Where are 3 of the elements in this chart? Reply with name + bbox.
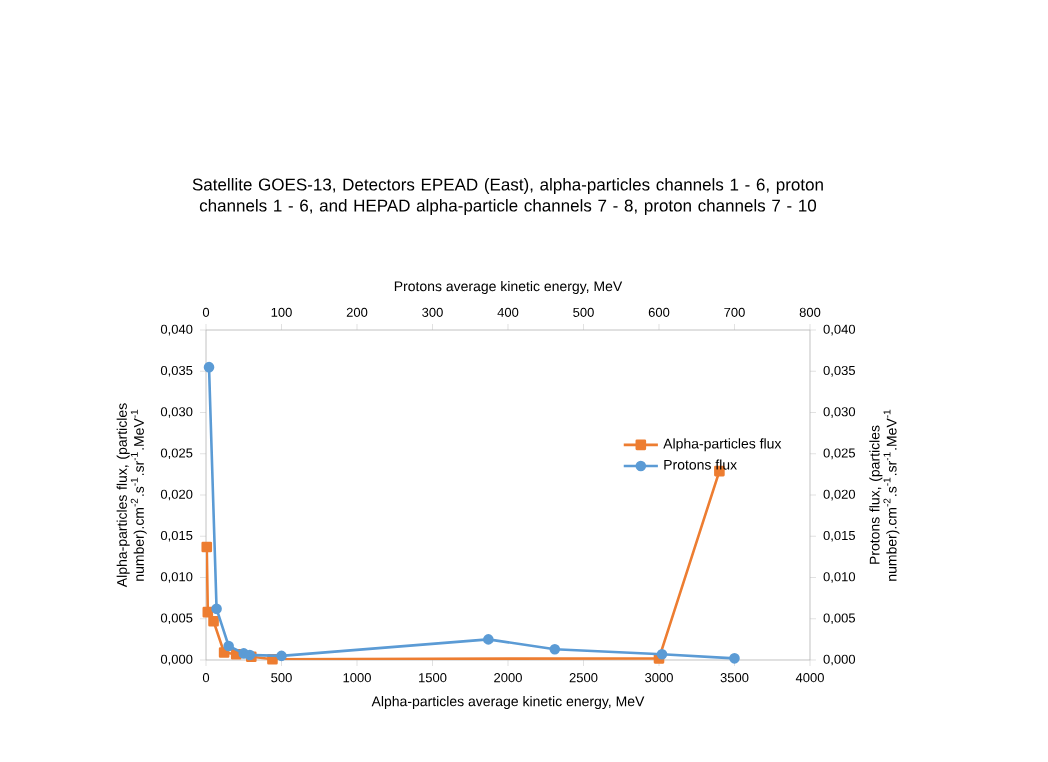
point bbox=[201, 541, 213, 553]
chart-title: Satellite GOES-13, Detectors EPEAD (East), alpha-particles channels 1 - 6, proton channels 1 - 6, and HEPAD alpha-particle channels 7 - 8, proton channels 7 - 10 bbox=[192, 178, 823, 215]
point bbox=[208, 615, 219, 627]
